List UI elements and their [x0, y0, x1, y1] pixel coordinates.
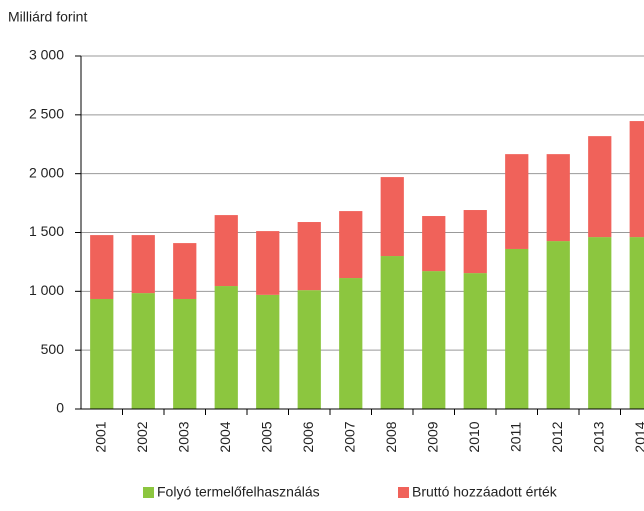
bar-segment: [339, 278, 363, 409]
bar-segment: [505, 248, 529, 409]
bar-segment: [90, 298, 114, 409]
bar-segment: [297, 222, 321, 291]
bar-segment: [131, 235, 155, 294]
bar-segment: [380, 177, 404, 257]
bar-segment: [90, 235, 114, 299]
bar-segment: [629, 237, 644, 409]
bar-segment: [256, 294, 280, 409]
bar-segment: [546, 154, 570, 242]
x-tick-label: 2001: [92, 421, 108, 452]
x-tick-label: 2008: [383, 421, 399, 452]
y-tick-label: 1 000: [29, 282, 64, 298]
bar-segment: [463, 273, 487, 409]
x-tick-label: 2010: [466, 421, 482, 452]
bar-segment: [588, 136, 612, 238]
bar-segment: [256, 231, 280, 295]
bar-segment: [629, 121, 644, 238]
legend-swatch: [398, 487, 409, 498]
x-tick-label: 2006: [300, 421, 316, 452]
legend-label: Bruttó hozzáadott érték: [412, 484, 558, 500]
x-tick-label: 2011: [507, 422, 523, 452]
legend-swatch: [143, 487, 154, 498]
x-tick-label: 2002: [134, 421, 150, 452]
bar-segment: [588, 237, 612, 409]
bar-segment: [505, 154, 529, 249]
bar-segment: [463, 210, 487, 274]
bar-segment: [380, 256, 404, 409]
y-tick-label: 1 500: [29, 223, 64, 239]
bar-segment: [546, 241, 570, 409]
bar-segment: [173, 298, 197, 409]
y-tick-label: 2 000: [29, 164, 64, 180]
y-tick-label: 0: [56, 400, 64, 416]
x-tick-label: 2014: [632, 421, 644, 452]
legend-label: Folyó termelőfelhasználás: [157, 484, 320, 500]
bar-segment: [214, 286, 238, 409]
y-tick-label: 500: [41, 341, 65, 357]
x-tick-label: 2009: [424, 421, 440, 452]
y-tick-label: 2 500: [29, 106, 64, 122]
bar-segment: [131, 293, 155, 409]
bar-segment: [422, 271, 446, 409]
x-tick-label: 2012: [549, 421, 565, 452]
y-tick-label: 3 000: [29, 47, 64, 63]
x-tick-label: 2005: [258, 421, 274, 452]
x-tick-label: 2004: [217, 421, 233, 452]
x-tick-label: 2007: [341, 421, 357, 452]
bar-segment: [422, 216, 446, 272]
x-tick-label: 2003: [175, 421, 191, 452]
y-axis-label: Milliárd forint: [8, 9, 87, 25]
x-tick-label: 2013: [590, 421, 606, 452]
bar-segment: [297, 290, 321, 409]
bar-segment: [339, 211, 363, 279]
bar-segment: [173, 243, 197, 299]
bar-segment: [214, 215, 238, 287]
